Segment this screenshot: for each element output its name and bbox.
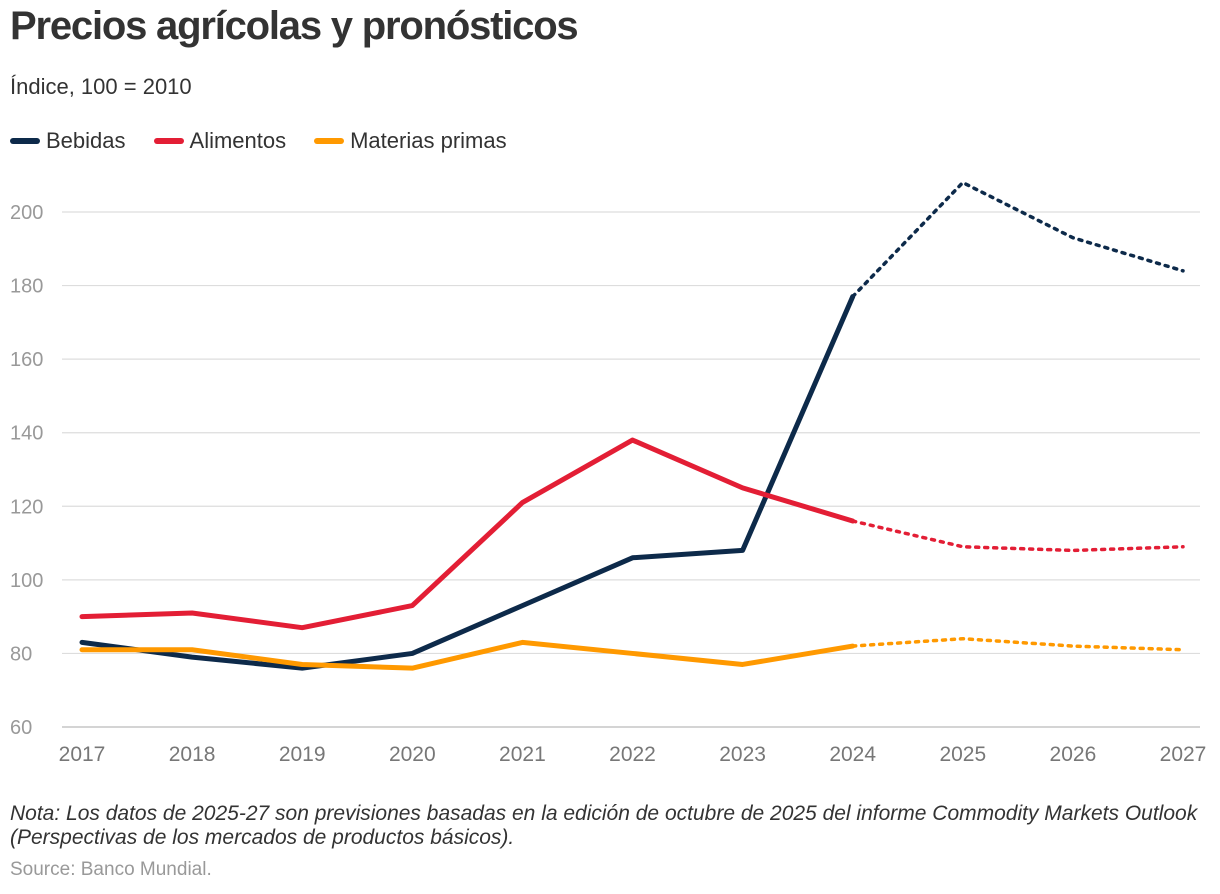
y-tick-label-120: 120	[10, 496, 43, 518]
legend-swatch-bebidas	[10, 138, 40, 144]
x-tick-label-2019: 2019	[279, 743, 326, 766]
source-text: Source: Banco Mundial.	[10, 859, 212, 880]
x-tick-label-2026: 2026	[1050, 743, 1097, 766]
series-forecast-line-alimentos	[850, 519, 1185, 553]
series-forecast-line-materias-primas	[850, 636, 1185, 652]
series-line-bebidas	[79, 294, 856, 671]
legend-label-bebidas: Bebidas	[46, 128, 126, 153]
y-tick-label-140: 140	[10, 423, 43, 445]
x-tick-label-2024: 2024	[829, 743, 876, 766]
line-chart: 60 80 100 120 140 160 180 200 2017 2018 2019 2020 20…	[10, 180, 1207, 766]
series-line-materias-primas	[79, 639, 856, 671]
x-tick-label-2020: 2020	[389, 743, 436, 766]
legend-item-materias-primas: Materias primas	[314, 128, 507, 154]
x-tick-label-2021: 2021	[499, 743, 546, 766]
x-tick-label-2027: 2027	[1160, 743, 1207, 766]
y-tick-label-160: 160	[10, 349, 43, 371]
legend-item-alimentos: Alimentos	[153, 128, 287, 154]
legend-swatch-materias-primas	[314, 138, 345, 144]
x-tick-label-2017: 2017	[59, 743, 106, 766]
legend-swatch-alimentos	[153, 138, 184, 144]
footnote: Nota: Los datos de 2025-27 son prevision…	[10, 802, 1198, 849]
legend-label-alimentos: Alimentos	[189, 128, 287, 153]
chart-subtitle: Índice, 100 = 2010	[10, 74, 192, 99]
x-tick-label-2023: 2023	[719, 743, 766, 766]
y-tick-label-100: 100	[10, 570, 43, 592]
series-line-alimentos	[79, 437, 856, 631]
legend: Bebidas Alimentos Materias primas	[10, 128, 535, 154]
y-tick-label-80: 80	[10, 643, 32, 665]
x-tick-label-2018: 2018	[169, 743, 216, 766]
y-tick-label-60: 60	[10, 717, 32, 739]
x-tick-label-2025: 2025	[939, 743, 986, 766]
y-tick-label-180: 180	[10, 276, 43, 298]
x-tick-label-2022: 2022	[609, 743, 656, 766]
y-tick-label-200: 200	[10, 202, 43, 224]
legend-label-materias-primas: Materias primas	[350, 128, 507, 153]
chart-title: Precios agrícolas y pronósticos	[10, 4, 579, 48]
series-forecast-line-bebidas	[850, 180, 1185, 299]
legend-item-bebidas: Bebidas	[10, 128, 126, 154]
